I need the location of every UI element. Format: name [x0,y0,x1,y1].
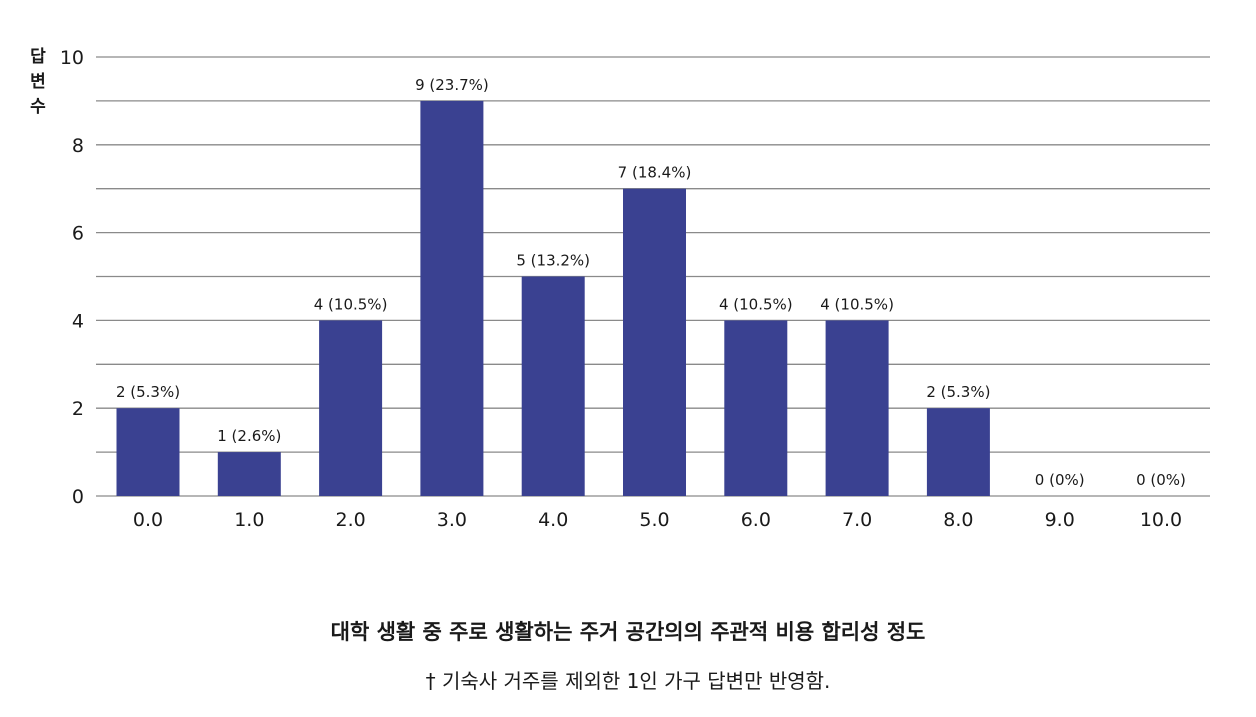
data-label: 9 (23.7%) [415,76,489,94]
x-tick-label: 6.0 [741,509,771,531]
data-label: 7 (18.4%) [618,164,692,182]
y-axis-label-char: 변 [30,72,46,92]
x-tick-labels: 0.0 1.0 2.0 3.0 4.0 5.0 6.0 7.0 8.0 9.0 10.0 [133,509,1182,531]
bar [521,276,585,496]
y-axis-label-char: 답 [30,47,46,67]
bar [217,452,281,496]
data-label: 4 (10.5%) [719,295,793,313]
y-tick-label: 4 [72,310,84,332]
data-label: 5 (13.2%) [516,252,590,270]
y-axis-label-char: 수 [30,97,46,117]
y-tick-label: 10 [60,47,84,69]
chart-caption-note: † 기숙사 거주를 제외한 1인 가구 답변만 반영함. [425,669,831,693]
data-labels: 2 (5.3%) 1 (2.6%) 4 (10.5%) 9 (23.7%) 5 (13.… [116,76,1186,489]
bar-chart: 0 2 4 6 8 10 2 (5.3%) 1 (2.6%) 4 (10.5%) 9 (23.7… [60,47,1210,531]
data-label: 4 (10.5%) [820,295,894,313]
x-tick-label: 3.0 [437,509,467,531]
x-tick-label: 1.0 [234,509,264,531]
x-tick-label: 10.0 [1140,509,1182,531]
data-label: 0 (0%) [1035,471,1085,489]
y-tick-label: 8 [72,135,84,157]
bars [116,100,990,497]
data-label: 4 (10.5%) [314,295,388,313]
data-label: 1 (2.6%) [217,427,281,445]
bar [926,408,990,496]
x-tick-label: 9.0 [1045,509,1075,531]
bar [319,320,383,496]
x-tick-label: 2.0 [335,509,365,531]
x-tick-label: 5.0 [639,509,669,531]
data-label: 2 (5.3%) [926,383,990,401]
y-tick-label: 6 [72,223,84,245]
x-tick-label: 0.0 [133,509,163,531]
y-tick-labels: 0 2 4 6 8 10 [60,47,84,508]
bar [420,100,484,497]
x-tick-label: 8.0 [943,509,973,531]
x-tick-label: 7.0 [842,509,872,531]
bar [825,320,889,496]
x-tick-label: 4.0 [538,509,568,531]
y-tick-label: 0 [72,486,84,508]
bar [623,188,686,496]
y-tick-label: 2 [72,398,84,420]
chart-caption-title: 대학 생활 중 주로 생활하는 주거 공간의의 주관적 비용 합리성 정도 [330,620,926,644]
data-label: 2 (5.3%) [116,383,180,401]
data-label: 0 (0%) [1136,471,1186,489]
bar [116,408,180,496]
bar [724,320,788,496]
